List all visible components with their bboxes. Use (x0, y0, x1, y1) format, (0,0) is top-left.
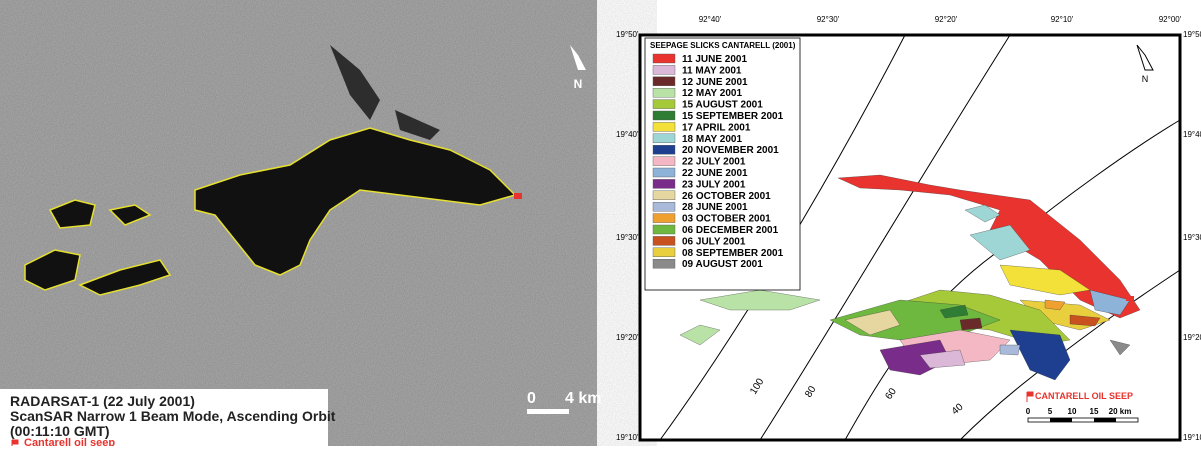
legend-swatch (653, 54, 675, 63)
legend-swatch (653, 225, 675, 234)
legend-swatch (653, 236, 675, 245)
legend-label: 17 APRIL 2001 (682, 122, 751, 133)
legend-swatch (653, 157, 675, 166)
legend-label: 12 JUNE 2001 (682, 77, 748, 88)
lat-label: 19°30' (616, 233, 639, 242)
figure: RADARSAT-1 (22 July 2001) ScanSAR Narrow… (0, 0, 1201, 446)
lon-label: 92°00' (1159, 15, 1182, 24)
scale-label: 0 (527, 390, 536, 407)
legend-label: 11 JUNE 2001 (682, 54, 747, 65)
lon-label: 92°10' (1051, 15, 1074, 24)
lon-label: 92°20' (935, 15, 958, 24)
lat-label: 19°40' (1183, 130, 1201, 139)
lat-label: 19°40' (616, 130, 639, 139)
scale-label: 4 km (565, 390, 601, 407)
legend-swatch (653, 248, 675, 257)
lon-label: 92°40' (699, 15, 722, 24)
legend-swatch (653, 259, 675, 268)
legend-swatch (653, 100, 675, 109)
legend-label: 15 SEPTEMBER 2001 (682, 111, 784, 122)
lat-label: 19°50' (616, 30, 639, 39)
scale-label: 10 (1068, 407, 1077, 416)
legend-label: 11 MAY 2001 (682, 65, 742, 76)
lat-label: 19°30' (1183, 233, 1201, 242)
legend-label: 12 MAY 2001 (682, 88, 742, 99)
legend-label: 06 DECEMBER 2001 (682, 225, 779, 236)
legend-label: 08 SEPTEMBER 2001 (682, 248, 784, 259)
legend-swatch (653, 202, 675, 211)
lon-label: 92°30' (817, 15, 840, 24)
slick (1000, 345, 1020, 355)
radar-panel: RADARSAT-1 (22 July 2001) ScanSAR Narrow… (0, 0, 601, 446)
legend-swatch (653, 191, 675, 200)
legend-swatch (653, 111, 675, 120)
lat-label: 19°20' (1183, 333, 1201, 342)
legend-swatch (653, 88, 675, 97)
north: N (1142, 74, 1149, 84)
legend-swatch (653, 168, 675, 177)
legend-label: 15 AUGUST 2001 (682, 100, 763, 111)
legend-label: 03 OCTOBER 2001 (682, 214, 771, 225)
legend-swatch (653, 65, 675, 74)
legend-label: 09 AUGUST 2001 (682, 259, 763, 270)
scale-label: 0 (1026, 407, 1031, 416)
legend-title: SEEPAGE SLICKS CANTARELL (2001) (650, 41, 796, 50)
legend-swatch (653, 145, 675, 154)
legend-label: 22 JUNE 2001 (682, 168, 748, 179)
seep-label: CANTARELL OIL SEEP (1035, 391, 1133, 401)
legend-swatch (653, 214, 675, 223)
legend-label: 22 JULY 2001 (682, 157, 746, 168)
legend-swatch (653, 77, 675, 86)
lat-label: 19°50' (1183, 30, 1201, 39)
lat-label: 19°10' (1183, 433, 1201, 442)
map-panel: CANTARELL OIL SEEP N SEEPAGE SLICKS CANT… (616, 15, 1201, 442)
lat-label: 19°20' (616, 333, 639, 342)
seep-label: Cantarell oil seep (24, 437, 115, 446)
scale-label: 5 (1048, 407, 1053, 416)
legend-label: 26 OCTOBER 2001 (682, 191, 771, 202)
scale-label: 15 (1090, 407, 1099, 416)
legend-swatch (653, 179, 675, 188)
legend-label: 20 NOVEMBER 2001 (682, 145, 779, 156)
legend-label: 06 JULY 2001 (682, 236, 746, 247)
lat-label: 19°10' (616, 433, 639, 442)
caption: ScanSAR Narrow 1 Beam Mode, Ascending Or… (10, 408, 336, 424)
legend-swatch (653, 122, 675, 131)
legend-swatch (653, 134, 675, 143)
scale-label: 20 km (1109, 407, 1132, 416)
north: N (574, 77, 583, 91)
caption: RADARSAT-1 (22 July 2001) (10, 393, 195, 409)
legend-label: 23 JULY 2001 (682, 179, 746, 190)
slick (1126, 296, 1134, 301)
slick (960, 318, 982, 330)
legend-label: 18 MAY 2001 (682, 134, 742, 145)
legend-label: 28 JUNE 2001 (682, 202, 748, 213)
